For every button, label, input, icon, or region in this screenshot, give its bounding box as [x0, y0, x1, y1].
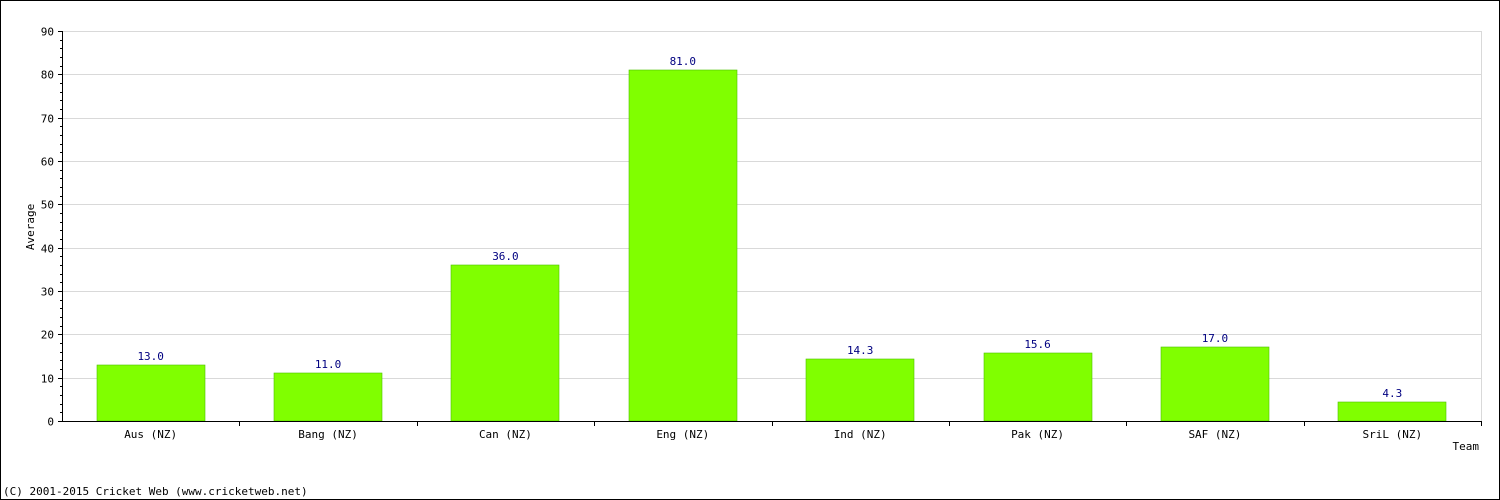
y-tick-label: 40	[41, 243, 54, 256]
bar-value-label: 11.0	[315, 358, 342, 371]
bar-value-label: 14.3	[847, 344, 874, 357]
bar	[1160, 346, 1270, 422]
x-tick-label: Can (NZ)	[479, 428, 532, 441]
x-axis-title: Team	[1453, 440, 1480, 453]
bar	[450, 264, 560, 422]
bar-value-label: 13.0	[137, 350, 164, 363]
bars	[96, 69, 1447, 422]
y-tick-label: 0	[47, 416, 54, 429]
bar-value-label: 4.3	[1382, 387, 1402, 400]
y-tick-label: 80	[41, 69, 54, 82]
y-tick-label: 20	[41, 329, 54, 342]
y-tick-label: 30	[41, 286, 54, 299]
y-axis-ticks: 0 10 20 30 40 50 60 70 80 90	[41, 26, 62, 429]
x-tick-label: Bang (NZ)	[298, 428, 358, 441]
gridlines	[62, 31, 1482, 421]
x-axis-ticks: Aus (NZ) Bang (NZ) Can (NZ) Eng (NZ) Ind (NZ…	[124, 421, 1482, 441]
y-tick-label: 50	[41, 199, 54, 212]
x-tick-label: SAF (NZ)	[1188, 428, 1241, 441]
copyright-footer: (C) 2001-2015 Cricket Web (www.cricketwe…	[3, 485, 308, 498]
bar-value-label: 36.0	[492, 250, 519, 263]
y-tick-label: 10	[41, 373, 54, 386]
bar-value-label: 17.0	[1202, 332, 1229, 345]
axes	[62, 31, 1481, 422]
y-tick-label: 60	[41, 156, 54, 169]
x-tick-label: SriL (NZ)	[1363, 428, 1423, 441]
y-axis-title: Average	[24, 204, 37, 250]
bar-value-label: 81.0	[670, 55, 697, 68]
x-tick-label: Ind (NZ)	[834, 428, 887, 441]
bar	[983, 352, 1093, 422]
bar	[273, 372, 383, 422]
x-tick-label: Eng (NZ)	[656, 428, 709, 441]
y-tick-label: 90	[41, 26, 54, 39]
value-labels: 13.0 11.0 36.0 81.0 14.3 15.6 17.0 4.3	[137, 55, 1402, 400]
x-tick-label: Pak (NZ)	[1011, 428, 1064, 441]
bar	[628, 69, 738, 422]
bar-value-label: 15.6	[1024, 338, 1051, 351]
x-tick-label: Aus (NZ)	[124, 428, 177, 441]
y-tick-label: 70	[41, 113, 54, 126]
bar	[96, 364, 206, 422]
bar	[1337, 401, 1447, 422]
bar	[805, 358, 915, 422]
